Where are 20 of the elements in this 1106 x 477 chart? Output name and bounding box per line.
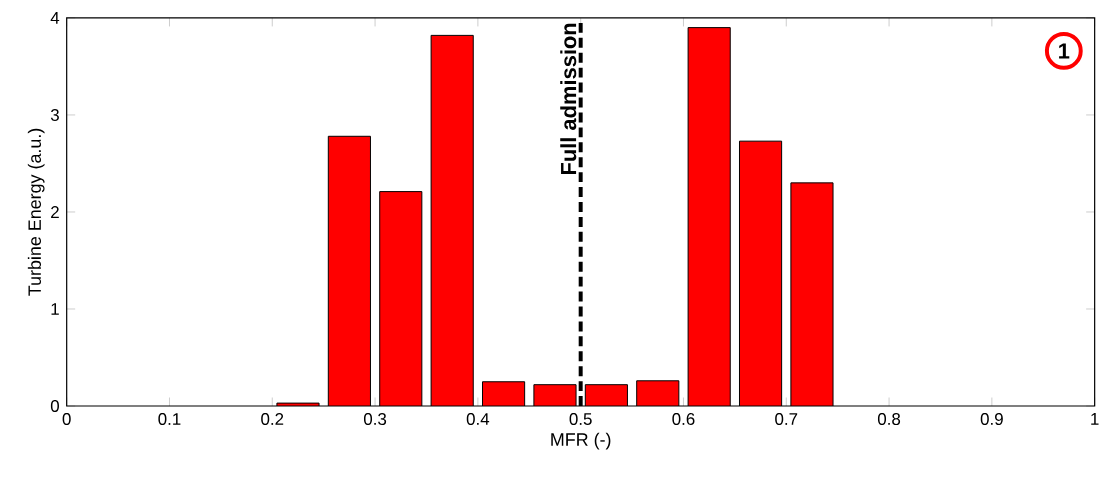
annotation: 1 <box>1059 43 1070 59</box>
x-tick-label: 0.2 <box>261 413 284 426</box>
x-tick-label: 0.7 <box>775 413 798 426</box>
y-tick-label: 2 <box>51 206 59 219</box>
x-tick-label: 0.4 <box>466 413 490 426</box>
x-tick-label: 0.8 <box>877 413 901 426</box>
ref-line-label: Full admission <box>560 23 577 175</box>
x-tick-label: 0.3 <box>363 413 387 426</box>
x-tick-label: 0 <box>62 413 71 426</box>
x-tick-label: 0.5 <box>569 413 592 426</box>
x-tick-label: 0.6 <box>672 413 695 426</box>
y-tick-label: 3 <box>50 109 59 122</box>
x-tick-label: 0.1 <box>158 413 181 426</box>
y-tick-label: 4 <box>50 12 60 24</box>
y-tick-label: 1 <box>51 303 59 315</box>
x-axis-title: MFR (-) <box>551 432 611 450</box>
x-tick-label: 1 <box>1091 413 1099 425</box>
y-axis-title: Turbine Energy (a.u.) <box>27 128 45 297</box>
x-tick-label: 0.9 <box>980 413 1003 426</box>
y-tick-label: 0 <box>50 400 59 413</box>
